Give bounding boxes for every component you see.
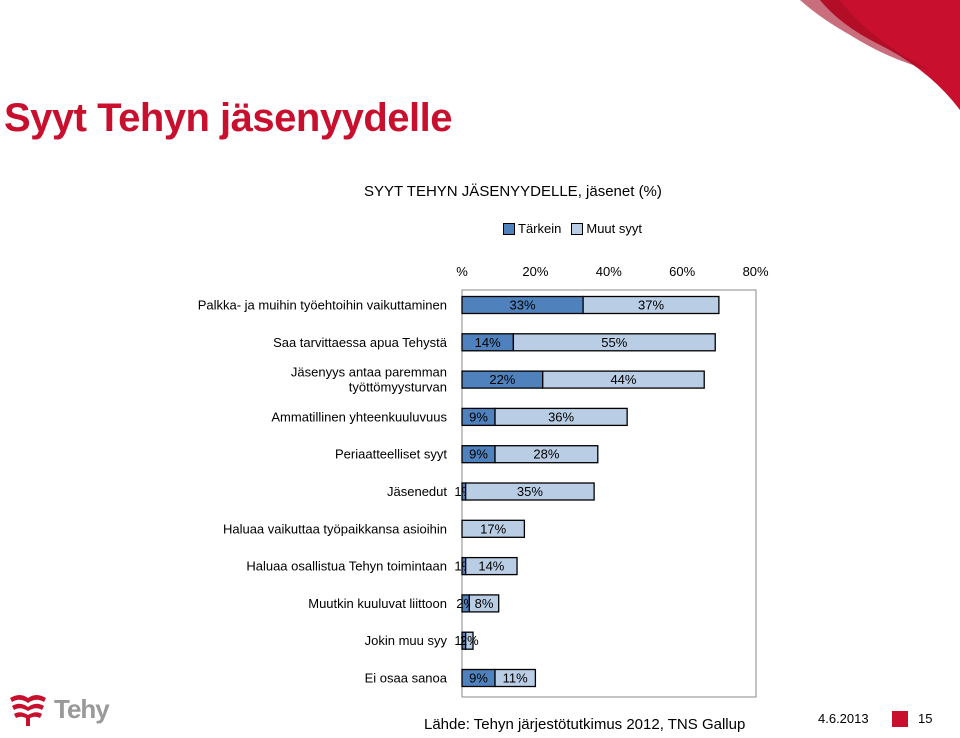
category-label: Jäsenyys antaa paremman [291,365,447,380]
data-label-other: 8% [475,596,494,611]
category-label: Saa tarvittaessa apua Tehystä [273,335,448,350]
data-label-other: 2% [460,633,479,648]
bar-other [494,668,537,688]
bar-other [461,519,526,538]
data-label-other: 14% [478,559,504,574]
category-label: Jokin muu syy [365,633,448,648]
tehy-logo-icon [10,695,46,726]
page-number: 15 [918,711,933,726]
category-label: Haluaa osallistua Tehyn toimintaan [246,559,447,574]
data-label-primary: 9% [469,671,488,686]
category-label: Ei osaa sanoa [365,671,448,686]
data-label-other: 35% [517,484,543,499]
chart-title: SYYT TEHYN JÄSENYYDELLE, jäsenet (%) [364,183,662,200]
bar-other [512,333,716,352]
category-label: Palkka- ja muihin työehtoihin vaikuttami… [198,298,447,313]
category-label: Ammatillinen yhteenkuuluvuus [271,409,447,424]
data-label-other: 36% [548,409,574,424]
legend-label-other: Muut syyt [586,221,642,236]
source-note: Lähde: Tehyn järjestötutkimus 2012, TNS … [424,716,746,733]
data-label-other: 17% [480,521,506,536]
bar-other [542,370,705,389]
bar-other [465,631,474,650]
category-label: Periaatteelliset syyt [335,447,447,462]
data-label-primary: 9% [469,447,488,462]
data-label-primary: 9% [469,409,488,424]
bar-other [465,482,595,501]
slide-date: 4.6.2013 [818,711,869,726]
data-label-primary: 22% [489,372,515,387]
category-label: Haluaa vaikuttaa työpaikkansa asioihin [223,521,447,536]
tehy-logo: Tehy [8,692,110,726]
chart-legend: Tärkein Muut syyt [503,221,642,236]
category-label: Jäsenedut [387,484,447,499]
data-label-primary: 33% [510,298,536,313]
legend-swatch-primary [503,222,515,235]
bar-other [494,445,599,464]
bar-other [494,407,628,427]
data-label-other: 11% [503,671,528,686]
corner-decoration [800,0,960,110]
bar-other [582,295,720,315]
data-label-other: 44% [610,372,636,387]
data-label-primary: 14% [475,335,501,350]
data-label-other: 37% [638,298,664,313]
bar-other [468,594,500,613]
legend-label-primary: Tärkein [518,221,562,236]
x-tick-label: 20% [522,264,548,279]
data-label-other: 28% [533,447,559,462]
x-tick-label: % [456,264,468,279]
x-tick-label: 40% [596,264,622,279]
legend-swatch-other [571,222,584,235]
slide-title: Syyt Tehyn jäsenyydelle [4,96,452,140]
x-tick-label: 80% [743,264,769,279]
logo-wordmark: Tehy [54,693,110,724]
bar-other [465,556,518,576]
legend-item-primary: Tärkein [503,221,561,236]
data-label-other: 55% [601,335,627,350]
category-label: Muutkin kuuluvat liittoon [308,596,447,611]
category-label: työttömyysturvan [349,380,447,395]
legend-item-other: Muut syyt [571,221,642,236]
x-tick-label: 60% [669,264,695,279]
page-marker [892,711,908,727]
